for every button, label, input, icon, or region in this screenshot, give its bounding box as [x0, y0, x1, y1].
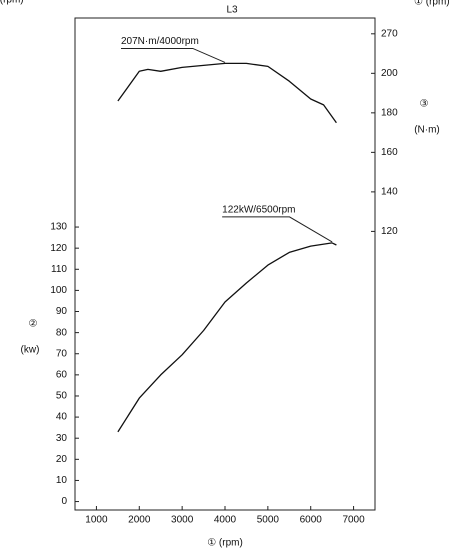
y-axis-unit: (kw)	[21, 345, 40, 356]
y2-axis-symbol: ③	[420, 99, 429, 110]
x-tick-label: 4000	[214, 515, 237, 526]
y-axis-symbol: ②	[29, 319, 38, 330]
y2-tick-label: 270	[381, 28, 398, 39]
series-line	[117, 62, 337, 124]
y-tick-label: 110	[51, 264, 67, 275]
y-tick-label: 100	[50, 285, 67, 296]
y-tick-label: 10	[56, 475, 68, 486]
x-axis-label: ① (rpm)	[207, 538, 243, 549]
y-tick-label: 50	[56, 391, 68, 402]
chart-title: L3	[226, 5, 238, 16]
y2-tick-label: 200	[381, 68, 398, 79]
x-tick-label: 3000	[171, 515, 194, 526]
y-tick-label: 90	[56, 306, 68, 317]
series-line	[117, 242, 337, 433]
y2-tick-label: 120	[381, 226, 398, 237]
y2-tick-label: 180	[381, 107, 398, 118]
y-tick-label: 80	[56, 327, 68, 338]
annotation-text: 207N·m/4000rpm	[121, 36, 199, 47]
x-tick-label: 6000	[300, 515, 323, 526]
annotation-leader	[222, 216, 333, 243]
x-tick-label: 7000	[342, 515, 365, 526]
y-tick-label: 60	[56, 369, 68, 380]
x-tick-label: 2000	[128, 515, 151, 526]
y2-tick-label: 160	[381, 147, 398, 158]
x-tick-label: 5000	[257, 515, 280, 526]
y-tick-label: 130	[50, 222, 67, 233]
x-axis-label-cropped: ① (rpm)	[0, 0, 24, 6]
y2-tick-label: 140	[381, 187, 398, 198]
plot-frame	[74, 17, 376, 511]
y-tick-label: 20	[56, 454, 68, 465]
x-axis-label-cropped: ① (rpm)	[414, 0, 450, 8]
annotation-leader	[121, 47, 226, 63]
annotation-text: 122kW/6500rpm	[222, 205, 295, 216]
y2-axis-unit: (N·m)	[414, 125, 440, 136]
y-tick-label: 0	[61, 496, 67, 507]
y-tick-label: 30	[56, 433, 68, 444]
y-tick-label: 40	[56, 412, 68, 423]
x-tick-label: 1000	[85, 515, 108, 526]
y-tick-label: 120	[50, 243, 67, 254]
y-tick-label: 70	[56, 348, 68, 359]
